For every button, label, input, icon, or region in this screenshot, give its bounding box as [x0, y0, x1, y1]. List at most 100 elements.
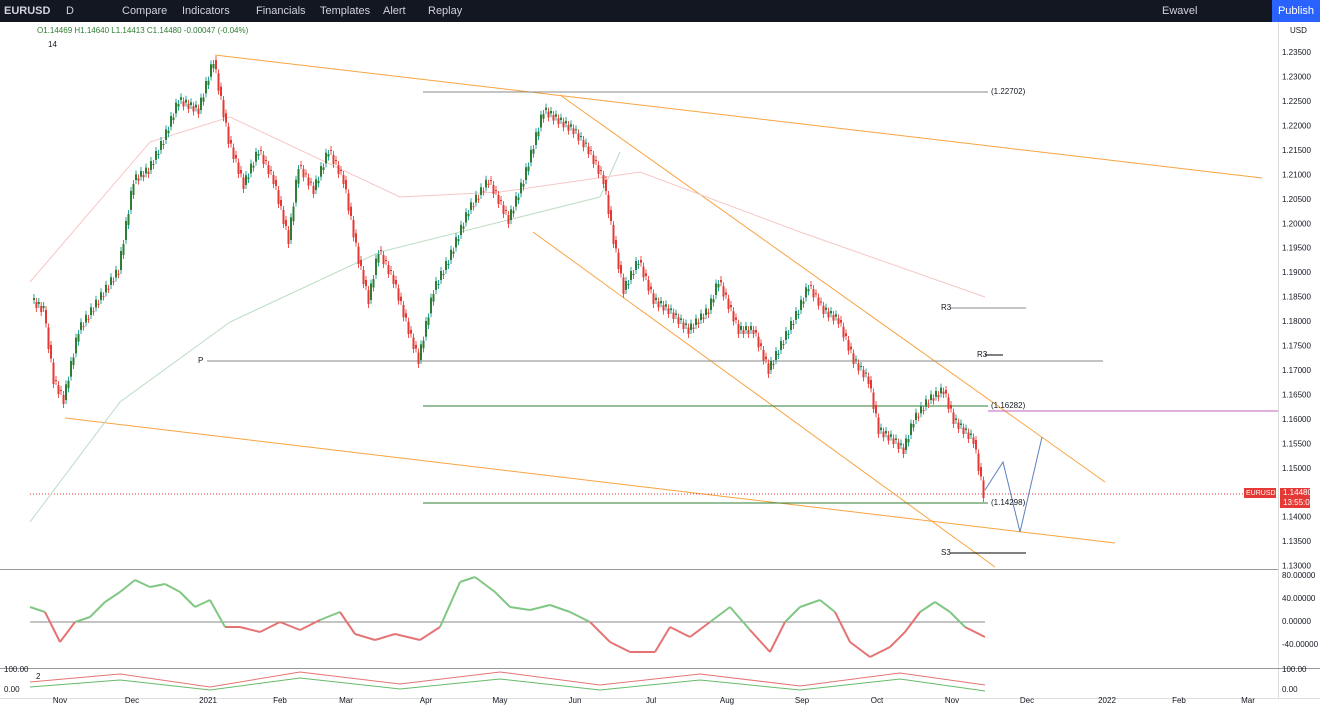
candle [892, 438, 895, 444]
candle [197, 108, 200, 114]
price-candles [33, 56, 985, 502]
candle [532, 149, 535, 154]
candle [377, 254, 380, 263]
candle [860, 366, 862, 367]
candle [385, 260, 387, 261]
countdown: 13:55:09 [1283, 498, 1315, 507]
price-tick: 1.22500 [1282, 97, 1311, 106]
candle [182, 101, 185, 107]
candle [147, 171, 150, 174]
menu-item[interactable]: Financials [256, 5, 306, 17]
candle [557, 118, 560, 124]
candle [325, 152, 327, 164]
candle [782, 344, 785, 345]
osc-segment [59, 621, 76, 643]
candle [732, 311, 735, 322]
osc-segment [119, 579, 136, 593]
candle [545, 107, 547, 110]
candle [80, 322, 82, 330]
candle [917, 416, 920, 418]
candle [267, 165, 270, 174]
candle [797, 314, 800, 315]
candle [112, 281, 115, 283]
candle [745, 326, 747, 330]
candle [907, 439, 910, 443]
interval[interactable]: D [66, 5, 74, 17]
candle [927, 403, 930, 405]
candle [252, 165, 255, 168]
candle [165, 129, 167, 140]
candle [647, 280, 650, 291]
lower-tick: 0.00 [4, 685, 20, 694]
candle [130, 191, 132, 210]
candle [110, 277, 112, 285]
candle [410, 330, 412, 334]
candle [322, 167, 325, 170]
candle [402, 305, 405, 318]
candle [102, 296, 105, 298]
osc-tick: -40.00000 [1282, 640, 1319, 649]
candle [680, 318, 682, 320]
candle [975, 440, 977, 450]
candle [335, 160, 337, 161]
candle [47, 327, 50, 349]
candle [207, 80, 210, 85]
menu-item[interactable]: Alert [383, 5, 406, 17]
candle [722, 286, 725, 297]
osc-segment [179, 591, 196, 608]
candle [925, 399, 927, 407]
candle [882, 431, 885, 438]
candle [445, 261, 447, 270]
candle [72, 357, 75, 365]
candle [260, 150, 262, 151]
annotation: (1.14298) [991, 498, 1026, 507]
menu-item[interactable]: Replay [428, 5, 463, 17]
candle [742, 330, 745, 334]
pane-divider [0, 569, 1278, 570]
candle [787, 334, 790, 335]
candle [752, 330, 755, 334]
candle [817, 297, 820, 306]
menu-item[interactable]: Indicators [182, 5, 230, 17]
candle [367, 290, 370, 304]
trend-lines [64, 54, 1263, 568]
candle [347, 193, 350, 211]
user[interactable]: Ewavel [1162, 5, 1198, 17]
symbol[interactable]: EURUSD [4, 5, 51, 17]
candle [902, 447, 905, 454]
oscillator [29, 576, 986, 658]
menu-item[interactable]: Templates [320, 5, 371, 17]
candle [697, 322, 700, 324]
osc-segment [964, 626, 986, 638]
annotation: P [198, 356, 203, 365]
candle [840, 320, 842, 323]
candle [762, 350, 765, 361]
osc-tick: 80.00000 [1282, 571, 1316, 580]
candle [125, 221, 127, 240]
symbol-tag [1244, 488, 1276, 498]
candle [382, 255, 385, 264]
candle [170, 116, 172, 127]
candle [827, 311, 830, 318]
candle [202, 97, 205, 102]
candle [847, 340, 850, 351]
menu-item[interactable]: Compare [122, 5, 168, 17]
candle [642, 266, 645, 278]
candle [662, 305, 665, 311]
osc-segment [209, 599, 226, 628]
currency[interactable]: USD [1290, 26, 1307, 35]
symbol-tag-text: EURUSD [1246, 490, 1276, 497]
candle [432, 294, 435, 302]
candle [780, 341, 782, 350]
publish-button[interactable]: Publish [1272, 0, 1320, 22]
candle [900, 443, 902, 445]
candle [240, 170, 242, 174]
candle [487, 183, 490, 185]
candle [105, 284, 107, 293]
candle [295, 179, 297, 203]
candle [435, 281, 437, 290]
candle [555, 114, 557, 117]
candle [82, 326, 85, 328]
osc-segment [849, 641, 871, 658]
candle [705, 308, 707, 315]
